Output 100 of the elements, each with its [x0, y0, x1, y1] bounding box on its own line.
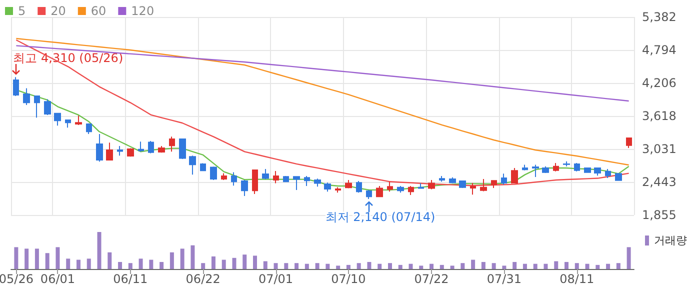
bar	[86, 258, 91, 269]
bar	[45, 253, 50, 269]
bar	[253, 256, 258, 269]
bar	[564, 262, 569, 269]
candlestick	[273, 170, 279, 184]
candlestick	[314, 178, 321, 188]
candlestick	[96, 133, 103, 162]
y-tick-label: 4,206	[642, 76, 676, 90]
bar	[232, 258, 236, 269]
legend-label: 60	[90, 4, 106, 18]
candlestick	[283, 175, 289, 182]
candlestick	[138, 141, 144, 152]
candlestick	[86, 122, 92, 134]
candlestick	[511, 168, 518, 184]
bar	[378, 264, 382, 269]
bar	[522, 264, 527, 269]
bar	[419, 266, 424, 269]
x-tick-label: 05/26	[0, 272, 34, 286]
bar	[430, 264, 434, 269]
bar	[585, 264, 590, 269]
candlestick	[345, 179, 352, 189]
candlestick	[418, 182, 424, 189]
bar	[14, 247, 18, 269]
bar	[76, 260, 80, 269]
candlestick	[491, 180, 497, 188]
candlestick	[169, 136, 175, 152]
bar	[201, 263, 206, 269]
bar	[118, 262, 122, 269]
x-tick-label: 06/22	[186, 272, 220, 286]
candlestick	[397, 185, 404, 194]
bar	[512, 262, 517, 269]
bar	[242, 254, 247, 269]
y-tick-label: 3,031	[642, 142, 676, 156]
candlestick	[293, 176, 300, 190]
candlestick	[231, 172, 237, 186]
legend-label: 120	[131, 4, 154, 18]
candlestick	[563, 160, 570, 167]
candlestick	[221, 172, 227, 180]
candlestick	[304, 175, 310, 186]
bar	[356, 263, 361, 269]
x-tick-label: 06/11	[113, 272, 148, 286]
y-tick-label: 1,855	[642, 208, 676, 222]
candlestick	[117, 146, 123, 156]
y-tick-label: 2,443	[642, 174, 676, 189]
bar	[108, 252, 112, 269]
candlestick	[449, 176, 456, 184]
bar	[596, 264, 600, 269]
bar	[544, 264, 548, 269]
bar	[284, 263, 288, 269]
candlestick	[459, 180, 466, 188]
candlestick	[13, 76, 19, 96]
bar	[574, 263, 579, 269]
bar	[315, 263, 320, 269]
bar	[304, 264, 309, 269]
bar	[97, 232, 102, 269]
bar	[440, 264, 444, 269]
candlestick	[241, 179, 248, 196]
candlestick	[542, 166, 549, 174]
bar	[388, 263, 392, 269]
candlestick	[615, 172, 622, 181]
bar	[492, 263, 496, 269]
candlestick	[626, 138, 632, 148]
bar	[336, 266, 340, 269]
bar	[606, 264, 610, 269]
bar	[398, 264, 402, 269]
bar	[294, 263, 299, 269]
candlestick	[158, 146, 165, 154]
candlestick	[252, 169, 258, 194]
candlestick	[428, 179, 435, 190]
bar	[408, 264, 413, 269]
bar	[222, 260, 226, 269]
candlestick	[210, 166, 217, 180]
candlestick	[553, 162, 559, 172]
bar	[149, 260, 154, 269]
bar	[626, 247, 631, 269]
bar	[481, 262, 486, 269]
candlestick	[470, 182, 476, 196]
candlestick	[408, 185, 414, 196]
candlestick	[522, 164, 528, 171]
x-tick-label: 07/01	[258, 272, 294, 286]
annotation: 최저 2,140 (07/14)	[325, 210, 436, 224]
bar	[460, 263, 465, 269]
y-tick-label: 5,382	[642, 10, 676, 24]
x-tick-label: 06/01	[40, 272, 76, 286]
bar	[160, 262, 164, 269]
bar	[554, 261, 558, 269]
bar	[471, 260, 476, 269]
bar	[180, 248, 184, 269]
candlestick	[106, 142, 113, 160]
bar	[346, 264, 350, 269]
bar	[263, 261, 268, 269]
bar	[533, 264, 538, 269]
candlestick	[480, 178, 487, 192]
candlestick	[200, 162, 206, 172]
candlestick	[44, 98, 51, 116]
bar	[502, 266, 506, 269]
candlestick	[366, 189, 372, 200]
candlestick	[75, 115, 82, 126]
bar	[274, 263, 278, 269]
bar	[170, 252, 174, 269]
